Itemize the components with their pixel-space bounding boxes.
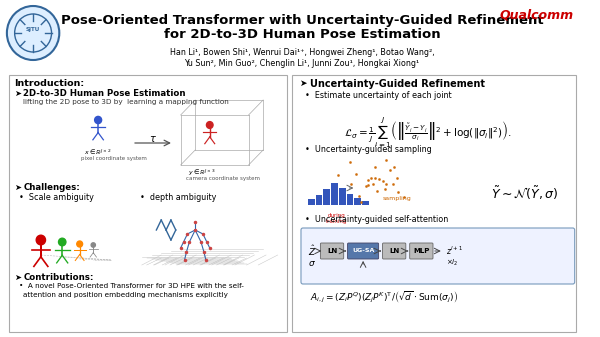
FancyBboxPatch shape — [347, 243, 379, 259]
Text: $\hat{Z}$: $\hat{Z}$ — [308, 244, 316, 258]
Text: LN: LN — [327, 248, 337, 254]
Text: Han Li¹, Bowen Shi¹, Wenrui Dai¹⁺, Hongwei Zheng¹, Botao Wang²,: Han Li¹, Bowen Shi¹, Wenrui Dai¹⁺, Hongw… — [170, 48, 434, 57]
Text: $\mathcal{L}_\sigma = \frac{1}{J}\sum_{i=1}^{J}\left(\left\|\frac{\tilde{Y}_i - : $\mathcal{L}_\sigma = \frac{1}{J}\sum_{i… — [344, 115, 512, 150]
Text: MLP: MLP — [413, 248, 430, 254]
FancyBboxPatch shape — [339, 188, 346, 205]
Text: Qualcomm: Qualcomm — [500, 8, 574, 21]
Text: for 2D-to-3D Human Pose Estimation: for 2D-to-3D Human Pose Estimation — [164, 28, 440, 41]
Text: Yu Sun², Min Guo², Chenglin Li¹, Junni Zou¹, Hongkai Xiong¹: Yu Sun², Min Guo², Chenglin Li¹, Junni Z… — [184, 59, 419, 68]
FancyBboxPatch shape — [323, 189, 330, 205]
FancyBboxPatch shape — [316, 195, 322, 205]
Text: •  depth ambiguity: • depth ambiguity — [140, 193, 216, 202]
Text: $\sigma$: $\sigma$ — [308, 258, 316, 268]
FancyBboxPatch shape — [320, 243, 344, 259]
Text: Introduction:: Introduction: — [14, 79, 84, 88]
Text: camera coordinate system: camera coordinate system — [187, 176, 260, 181]
FancyBboxPatch shape — [331, 183, 338, 205]
Text: •  Scale ambiguity: • Scale ambiguity — [19, 193, 94, 202]
Text: Contributions:: Contributions: — [23, 273, 94, 282]
Circle shape — [95, 116, 101, 124]
Circle shape — [59, 238, 66, 246]
Circle shape — [77, 241, 83, 247]
Text: •  A novel Pose-Oriented Transformer for 3D HPE with the self-: • A novel Pose-Oriented Transformer for … — [19, 283, 244, 289]
Text: Uncertainty-Guided Refinement: Uncertainty-Guided Refinement — [310, 79, 485, 89]
FancyBboxPatch shape — [347, 194, 353, 205]
Text: ➤: ➤ — [14, 183, 20, 192]
FancyBboxPatch shape — [9, 75, 287, 332]
Text: Challenges:: Challenges: — [23, 183, 80, 192]
Text: pixel coordinate system: pixel coordinate system — [80, 156, 146, 161]
FancyBboxPatch shape — [362, 201, 369, 205]
FancyBboxPatch shape — [410, 243, 433, 259]
Text: UG-SA: UG-SA — [352, 248, 374, 253]
Text: ➤: ➤ — [300, 79, 308, 88]
Text: ➤: ➤ — [14, 89, 20, 98]
Text: $\times l_2$: $\times l_2$ — [446, 258, 458, 268]
Text: •  Uncertainty-guided sampling: • Uncertainty-guided sampling — [305, 145, 431, 154]
Text: $\tau$: $\tau$ — [149, 134, 157, 144]
Text: during
training: during training — [326, 213, 347, 224]
Text: SJTU: SJTU — [26, 28, 40, 32]
FancyBboxPatch shape — [301, 228, 575, 284]
Text: •  Estimate uncertainty of each joint: • Estimate uncertainty of each joint — [305, 91, 451, 100]
Text: •  Uncertainty-guided self-attention: • Uncertainty-guided self-attention — [305, 215, 448, 224]
Circle shape — [36, 235, 46, 245]
Circle shape — [91, 243, 95, 247]
Text: $x \in \mathbb{R}^{J \times 2}$: $x \in \mathbb{R}^{J \times 2}$ — [83, 148, 111, 157]
FancyBboxPatch shape — [308, 199, 314, 205]
Text: LN: LN — [389, 248, 399, 254]
Circle shape — [206, 122, 213, 128]
Text: Pose-Oriented Transformer with Uncertainty-Guided Refinement: Pose-Oriented Transformer with Uncertain… — [61, 14, 543, 27]
Text: $y \in \mathbb{R}^{J \times 3}$: $y \in \mathbb{R}^{J \times 3}$ — [188, 168, 216, 178]
Text: $z^{l+1}$: $z^{l+1}$ — [446, 245, 463, 257]
Circle shape — [7, 6, 59, 60]
Text: 2D-to-3D Human Pose Estimation: 2D-to-3D Human Pose Estimation — [23, 89, 186, 98]
Text: $A_{i,j} = (Z_i P^Q)(Z_j P^K)^\mathrm{T} / \left(\sqrt{d} \cdot \mathrm{Sum}(\si: $A_{i,j} = (Z_i P^Q)(Z_j P^K)^\mathrm{T}… — [310, 290, 458, 305]
Text: ➤: ➤ — [14, 273, 20, 282]
Text: $\tilde{Y} \sim \mathcal{N}(\tilde{Y}, \sigma)$: $\tilde{Y} \sim \mathcal{N}(\tilde{Y}, \… — [491, 185, 559, 203]
FancyBboxPatch shape — [292, 75, 575, 332]
Text: lifting the 2D pose to 3D by  learning a mapping function: lifting the 2D pose to 3D by learning a … — [23, 99, 229, 105]
FancyBboxPatch shape — [355, 198, 361, 205]
Text: sampling: sampling — [383, 196, 411, 201]
Text: attention and position embedding mechanisms explicitly: attention and position embedding mechani… — [23, 292, 228, 298]
FancyBboxPatch shape — [383, 243, 406, 259]
